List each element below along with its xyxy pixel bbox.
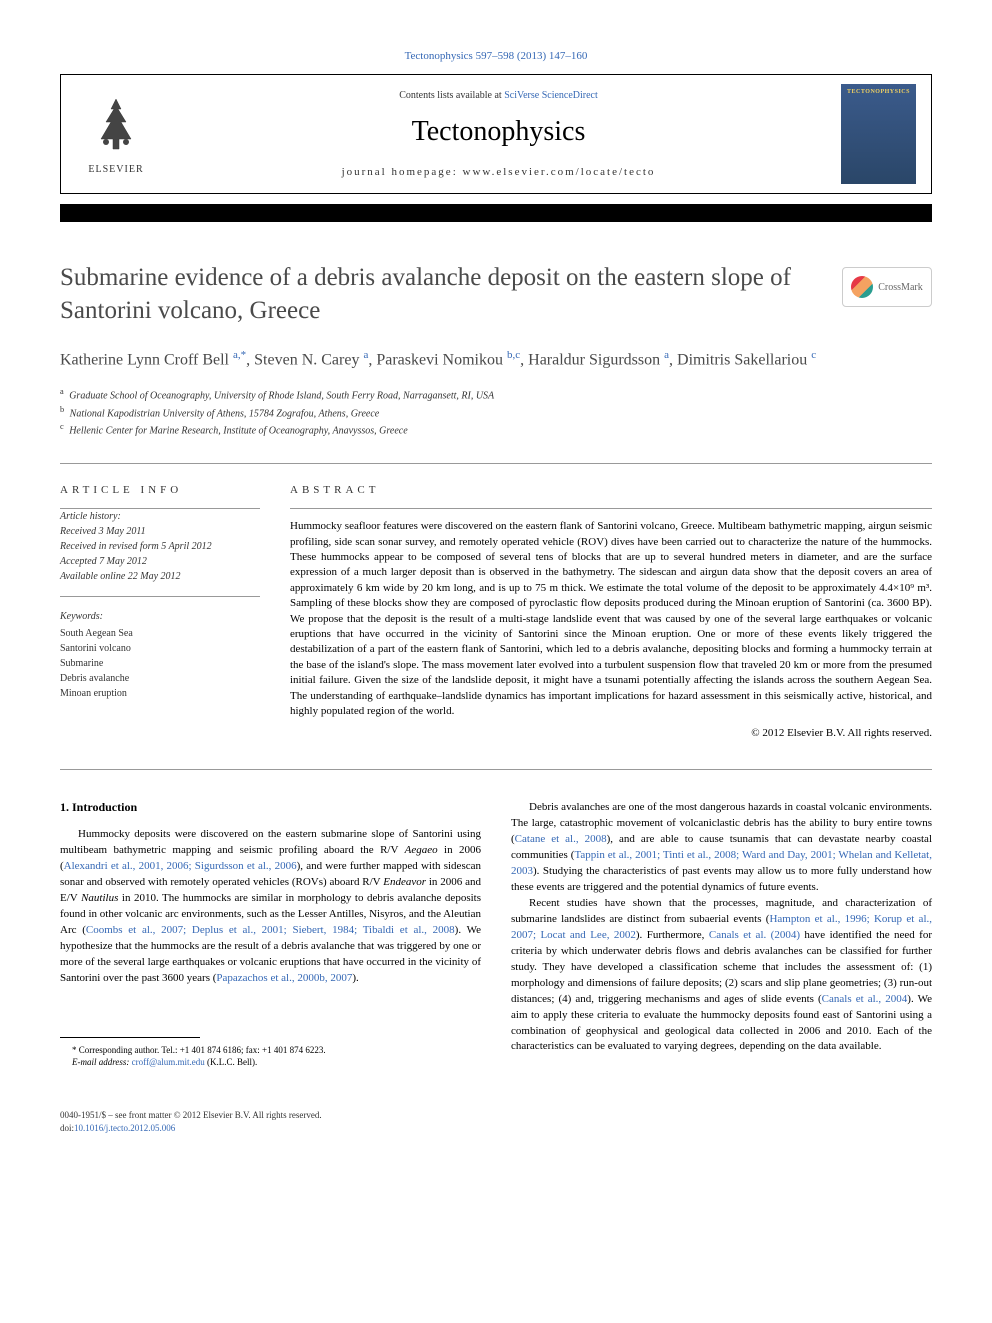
elsevier-text: ELSEVIER <box>88 164 143 175</box>
keywords-block: Keywords: South Aegean SeaSantorini volc… <box>60 609 260 701</box>
history-line: Received 3 May 2011 <box>60 524 260 539</box>
keyword: South Aegean Sea <box>60 626 260 641</box>
body-para: Debris avalanches are one of the most da… <box>511 800 932 896</box>
abstract-col: ABSTRACT Hummocky seafloor features were… <box>290 484 932 739</box>
elsevier-logo: ELSEVIER <box>76 84 156 184</box>
contents-line: Contents lists available at SciVerse Sci… <box>166 90 831 101</box>
page: Tectonophysics 597–598 (2013) 147–160 EL… <box>0 0 992 1174</box>
affiliation: a Graduate School of Oceanography, Unive… <box>60 386 932 403</box>
history-label: Article history: <box>60 509 260 524</box>
doi-link[interactable]: 10.1016/j.tecto.2012.05.006 <box>74 1123 175 1133</box>
history-line: Accepted 7 May 2012 <box>60 554 260 569</box>
email-who: (K.L.C. Bell). <box>205 1057 258 1067</box>
journal-name: Tectonophysics <box>166 116 831 148</box>
keyword: Submarine <box>60 656 260 671</box>
crossmark-badge[interactable]: CrossMark <box>842 267 932 307</box>
journal-header: ELSEVIER Contents lists available at Sci… <box>60 74 932 194</box>
title-row: Submarine evidence of a debris avalanche… <box>60 262 932 347</box>
affiliations-list: a Graduate School of Oceanography, Unive… <box>60 386 932 438</box>
keyword: Santorini volcano <box>60 641 260 656</box>
abstract-heading: ABSTRACT <box>290 484 932 496</box>
article-title: Submarine evidence of a debris avalanche… <box>60 262 822 327</box>
body-columns: 1. Introduction Hummocky deposits were d… <box>60 800 932 1069</box>
affiliation: c Hellenic Center for Marine Research, I… <box>60 421 932 438</box>
article-info-col: ARTICLE INFO Article history: Received 3… <box>60 484 260 739</box>
authors-list: Katherine Lynn Croff Bell a,*, Steven N.… <box>60 347 932 372</box>
elsevier-tree-icon <box>91 94 141 162</box>
footer-doi: doi:10.1016/j.tecto.2012.05.006 <box>60 1122 932 1135</box>
email-footnote: E-mail address: croff@alum.mit.edu (K.L.… <box>60 1056 481 1069</box>
divider <box>60 463 932 464</box>
abstract-copyright: © 2012 Elsevier B.V. All rights reserved… <box>290 727 932 739</box>
body-col-left: 1. Introduction Hummocky deposits were d… <box>60 800 481 1069</box>
journal-homepage: journal homepage: www.elsevier.com/locat… <box>166 166 831 178</box>
crossmark-label: CrossMark <box>878 282 922 293</box>
footer-line1: 0040-1951/$ – see front matter © 2012 El… <box>60 1109 932 1122</box>
header-center: Contents lists available at SciVerse Sci… <box>166 90 831 178</box>
sciencedirect-link[interactable]: SciVerse ScienceDirect <box>504 90 598 101</box>
info-abstract-row: ARTICLE INFO Article history: Received 3… <box>60 484 932 739</box>
abstract-text: Hummocky seafloor features were discover… <box>290 519 932 719</box>
crossmark-icon <box>851 276 873 298</box>
journal-cover-text: TECTONOPHYSICS <box>847 89 910 95</box>
intro-heading: 1. Introduction <box>60 800 481 815</box>
keyword: Minoan eruption <box>60 686 260 701</box>
divider <box>60 769 932 770</box>
email-label: E-mail address: <box>72 1057 132 1067</box>
keyword: Debris avalanche <box>60 671 260 686</box>
history-line: Received in revised form 5 April 2012 <box>60 539 260 554</box>
footer: 0040-1951/$ – see front matter © 2012 El… <box>60 1109 932 1134</box>
corresponding-footnote: * Corresponding author. Tel.: +1 401 874… <box>60 1044 481 1057</box>
citation-line: Tectonophysics 597–598 (2013) 147–160 <box>60 50 932 62</box>
black-bar <box>60 204 932 222</box>
email-link[interactable]: croff@alum.mit.edu <box>132 1057 205 1067</box>
body-para: Recent studies have shown that the proce… <box>511 896 932 1055</box>
body-col-right: Debris avalanches are one of the most da… <box>511 800 932 1069</box>
contents-prefix: Contents lists available at <box>399 90 504 101</box>
footnote-divider <box>60 1037 200 1038</box>
doi-label: doi: <box>60 1123 74 1133</box>
affiliation: b National Kapodistrian University of At… <box>60 404 932 421</box>
history-block: Article history: Received 3 May 2011Rece… <box>60 509 260 597</box>
article-info-heading: ARTICLE INFO <box>60 484 260 496</box>
body-para: Hummocky deposits were discovered on the… <box>60 827 481 986</box>
journal-cover-thumb: TECTONOPHYSICS <box>841 84 916 184</box>
history-line: Available online 22 May 2012 <box>60 569 260 584</box>
keywords-label: Keywords: <box>60 609 260 624</box>
